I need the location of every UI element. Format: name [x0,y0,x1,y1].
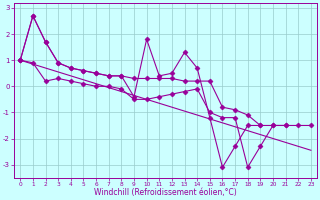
X-axis label: Windchill (Refroidissement éolien,°C): Windchill (Refroidissement éolien,°C) [94,188,237,197]
